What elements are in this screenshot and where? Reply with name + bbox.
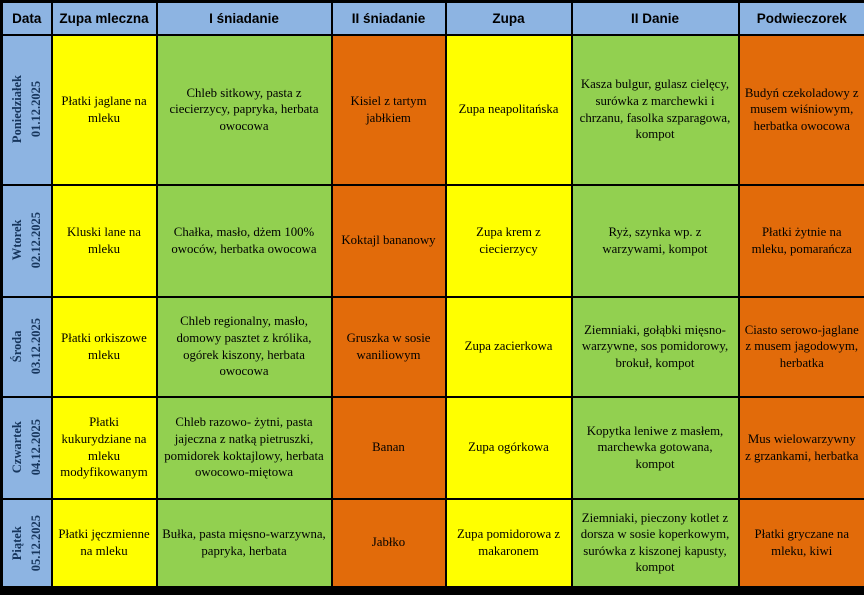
header-zupa-mleczna: Zupa mleczna [50,0,158,36]
cell-monday-zupa-mleczna: Płatki jaglane na mleku [50,33,158,186]
cell-monday-ii-danie: Kasza bulgur, gulasz cielęcy, surówka z … [570,33,740,186]
table-row-monday: Poniedziałek 01.12.2025 Płatki jaglane n… [0,33,864,186]
day-name: Piątek [10,525,24,560]
day-label-thursday: Czwartek 04.12.2025 [0,395,53,500]
table-row-friday: Piątek 05.12.2025 Płatki jęczmienne na m… [0,497,864,591]
day-name: Czwartek [10,421,24,474]
cell-thursday-ii-sniadanie: Banan [330,395,447,500]
cell-thursday-ii-danie: Kopytka leniwe z masłem, marchewka gotow… [570,395,740,500]
day-name: Poniedziałek [10,75,24,144]
cell-thursday-zupa-mleczna: Płatki kukurydziane na mleku modyfikowan… [50,395,158,500]
day-date: 03.12.2025 [28,318,43,375]
header-podwieczorek: Podwieczorek [737,0,864,36]
day-label-friday: Piątek 05.12.2025 [0,497,53,591]
day-name: Wtorek [10,220,24,261]
cell-wednesday-podwieczorek: Ciasto serowo-jaglane z musem jagodowym,… [737,295,864,398]
cell-monday-zupa: Zupa neapolitańska [444,33,573,186]
cell-tuesday-i-sniadanie: Chałka, masło, dżem 100% owoców, herbatk… [155,183,333,298]
cell-friday-ii-danie: Ziemniaki, pieczony kotlet z dorsza w so… [570,497,740,591]
cell-tuesday-zupa-mleczna: Kluski lane na mleku [50,183,158,298]
cell-friday-zupa-mleczna: Płatki jęczmienne na mleku [50,497,158,591]
header-i-sniadanie: I śniadanie [155,0,333,36]
header-ii-danie: II Danie [570,0,740,36]
cell-monday-podwieczorek: Budyń czekoladowy z musem wiśniowym, her… [737,33,864,186]
day-date: 04.12.2025 [28,419,43,476]
cell-thursday-podwieczorek: Mus wielowarzywny z grzankami, herbatka [737,395,864,500]
cell-friday-i-sniadanie: Bułka, pasta mięsno-warzywna, papryka, h… [155,497,333,591]
cell-tuesday-ii-danie: Ryż, szynka wp. z warzywami, kompot [570,183,740,298]
day-date: 01.12.2025 [28,81,43,138]
day-date: 02.12.2025 [28,212,43,269]
cell-wednesday-i-sniadanie: Chleb regionalny, masło, domowy pasztet … [155,295,333,398]
day-label-tuesday: Wtorek 02.12.2025 [0,183,53,298]
cell-tuesday-podwieczorek: Płatki żytnie na mleku, pomarańcza [737,183,864,298]
cell-monday-ii-sniadanie: Kisiel z tartym jabłkiem [330,33,447,186]
cell-thursday-i-sniadanie: Chleb razowo- żytni, pasta jajeczna z na… [155,395,333,500]
header-data: Data [0,0,53,36]
cell-wednesday-zupa: Zupa zacierkowa [444,295,573,398]
day-label-wednesday: Środa 03.12.2025 [0,295,53,398]
day-date: 05.12.2025 [28,514,43,571]
cell-friday-podwieczorek: Płatki gryczane na mleku, kiwi [737,497,864,591]
header-ii-sniadanie: II śniadanie [330,0,447,36]
cell-tuesday-ii-sniadanie: Koktajl bananowy [330,183,447,298]
cell-wednesday-ii-sniadanie: Gruszka w sosie waniliowym [330,295,447,398]
cell-friday-ii-sniadanie: Jabłko [330,497,447,591]
header-zupa: Zupa [444,0,573,36]
table-row-tuesday: Wtorek 02.12.2025 Kluski lane na mleku C… [0,183,864,298]
cell-tuesday-zupa: Zupa krem z ciecierzycy [444,183,573,298]
cell-monday-i-sniadanie: Chleb sitkowy, pasta z ciecierzycy, papr… [155,33,333,186]
day-label-monday: Poniedziałek 01.12.2025 [0,33,53,186]
table-row-wednesday: Środa 03.12.2025 Płatki orkiszowe mleku … [0,295,864,398]
cell-friday-zupa: Zupa pomidorowa z makaronem [444,497,573,591]
table-row-thursday: Czwartek 04.12.2025 Płatki kukurydziane … [0,395,864,500]
header-row: Data Zupa mleczna I śniadanie II śniadan… [0,0,864,36]
cell-wednesday-ii-danie: Ziemniaki, gołąbki mięsno-warzywne, sos … [570,295,740,398]
day-name: Środa [10,330,24,363]
cell-thursday-zupa: Zupa ogórkowa [444,395,573,500]
cell-wednesday-zupa-mleczna: Płatki orkiszowe mleku [50,295,158,398]
